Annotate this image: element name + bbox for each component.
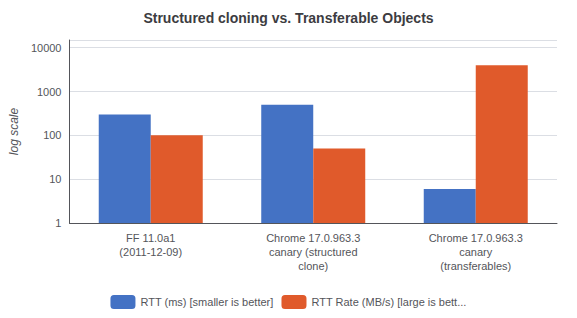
svg-text:Chrome 17.0.963.3: Chrome 17.0.963.3: [266, 232, 360, 244]
svg-text:Structured cloning vs. Transfe: Structured cloning vs. Transferable Obje…: [143, 10, 433, 26]
svg-text:10000: 10000: [31, 42, 62, 54]
svg-text:(transferables): (transferables): [440, 260, 511, 272]
svg-text:clone): clone): [298, 260, 328, 272]
svg-text:(2011-12-09): (2011-12-09): [119, 246, 182, 258]
svg-text:10: 10: [49, 173, 61, 185]
svg-text:1: 1: [55, 217, 61, 229]
svg-text:RTT (ms) [smaller is better]: RTT (ms) [smaller is better]: [140, 296, 273, 308]
svg-text:Chrome 17.0.963.3: Chrome 17.0.963.3: [429, 232, 523, 244]
svg-text:log scale: log scale: [7, 108, 21, 156]
svg-text:100: 100: [43, 129, 61, 141]
svg-text:RTT Rate (MB/s) [large is bett: RTT Rate (MB/s) [large is bett...: [311, 296, 466, 308]
svg-text:1000: 1000: [37, 86, 61, 98]
svg-text:FF 11.0a1: FF 11.0a1: [126, 232, 175, 244]
svg-text:canary: canary: [459, 246, 493, 258]
svg-text:canary (structured: canary (structured: [269, 246, 358, 258]
